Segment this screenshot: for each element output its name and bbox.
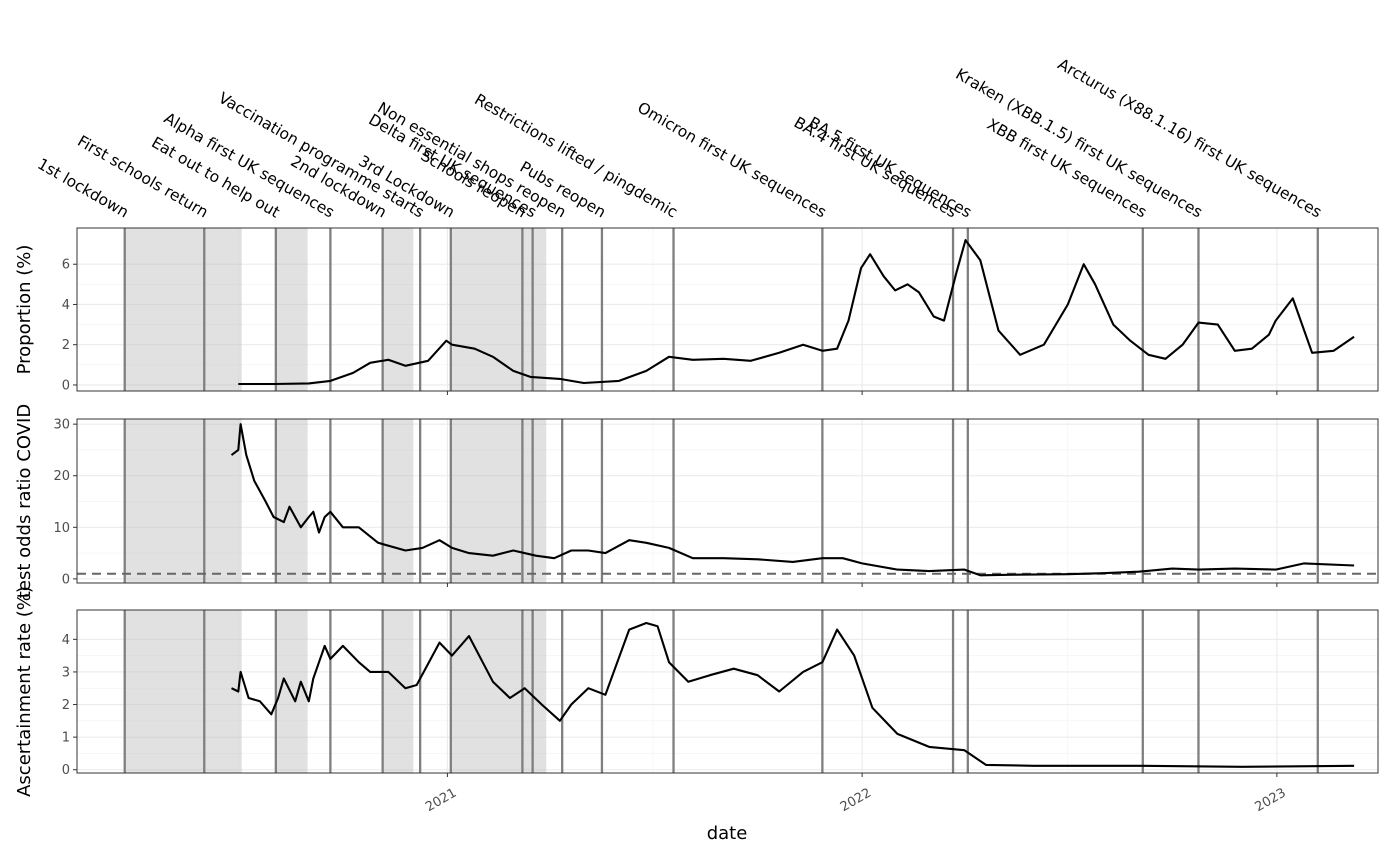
series-line bbox=[238, 239, 1355, 386]
y-tick-label: 4 bbox=[62, 633, 70, 648]
panel-background bbox=[77, 610, 1378, 773]
panel-background bbox=[77, 228, 1378, 391]
x-tick-label: 2022 bbox=[838, 786, 874, 816]
panel-3: 0 1 2 3 4 Ascertainment rate (%) bbox=[14, 586, 1379, 797]
y-axis-title: Ascertainment rate (%) bbox=[14, 586, 35, 797]
y-tick-label: 0 bbox=[62, 572, 70, 587]
shaded-period bbox=[124, 610, 242, 773]
shaded-period bbox=[382, 610, 414, 773]
x-axis-ticks: 2021 2022 2023 bbox=[423, 786, 1289, 816]
series-line bbox=[230, 423, 1355, 577]
shaded-period bbox=[275, 610, 308, 773]
shaded-period bbox=[124, 419, 242, 583]
y-tick-label: 2 bbox=[62, 698, 70, 713]
shaded-period bbox=[382, 419, 414, 583]
y-tick-label: 3 bbox=[62, 665, 70, 680]
event-label: First schools return bbox=[74, 132, 211, 221]
shaded-period bbox=[275, 228, 308, 391]
panel-2: 0 10 20 30 test odds ratio COVID bbox=[14, 404, 1379, 598]
y-tick-label: 2 bbox=[62, 338, 70, 353]
series-line bbox=[231, 621, 1355, 768]
panel-1: 0 2 4 6 Proportion (%) bbox=[14, 227, 1379, 395]
panel-border bbox=[76, 227, 1379, 392]
event-label: BA.5 first UK sequences bbox=[806, 113, 975, 221]
y-tick-label: 10 bbox=[53, 521, 70, 536]
panel-border bbox=[76, 418, 1379, 584]
y-tick-label: 1 bbox=[62, 731, 70, 746]
y-axis-title: Proportion (%) bbox=[14, 245, 35, 375]
panel-background bbox=[77, 419, 1378, 583]
x-tick-label: 2021 bbox=[423, 786, 459, 816]
y-tick-label: 30 bbox=[53, 418, 70, 433]
shaded-period bbox=[450, 228, 547, 391]
y-tick-label: 6 bbox=[62, 258, 70, 273]
shaded-period bbox=[275, 419, 308, 583]
shaded-period bbox=[450, 419, 547, 583]
shaded-period bbox=[382, 228, 414, 391]
y-tick-label: 0 bbox=[62, 378, 70, 393]
y-tick-label: 20 bbox=[53, 469, 70, 484]
x-axis-title: date bbox=[707, 823, 748, 844]
x-tick-label: 2023 bbox=[1253, 786, 1289, 816]
y-axis-title: test odds ratio COVID bbox=[14, 404, 35, 598]
shaded-period bbox=[124, 228, 242, 391]
panel-border bbox=[76, 609, 1379, 774]
event-label: Kraken (XBB.1.5) first UK sequences bbox=[953, 65, 1206, 221]
y-tick-label: 0 bbox=[62, 763, 70, 778]
y-tick-label: 4 bbox=[62, 298, 70, 313]
